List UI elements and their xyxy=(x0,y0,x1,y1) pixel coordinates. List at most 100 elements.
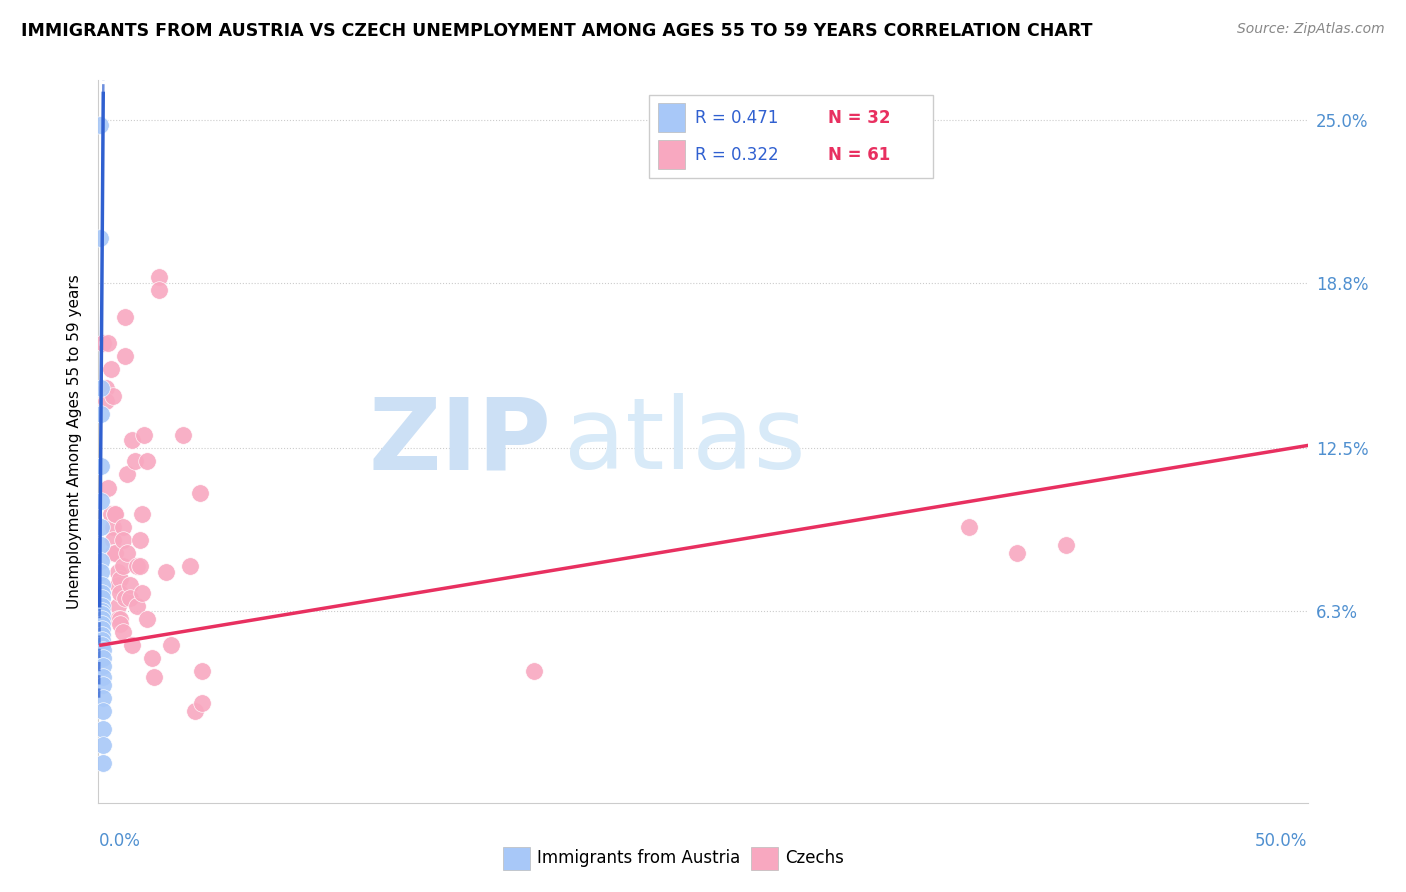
Point xyxy=(91,632,114,647)
FancyBboxPatch shape xyxy=(648,95,932,178)
Point xyxy=(90,493,112,508)
Point xyxy=(91,638,114,652)
Point xyxy=(131,585,153,599)
Point xyxy=(90,599,112,613)
Point xyxy=(94,381,117,395)
Point xyxy=(97,481,120,495)
Point xyxy=(91,623,114,637)
Point xyxy=(91,643,114,657)
Y-axis label: Unemployment Among Ages 55 to 59 years: Unemployment Among Ages 55 to 59 years xyxy=(66,274,82,609)
Point xyxy=(90,407,112,421)
Point xyxy=(101,388,124,402)
Point xyxy=(111,520,134,534)
Point xyxy=(128,559,150,574)
Point xyxy=(104,546,127,560)
Point xyxy=(90,520,112,534)
Point xyxy=(91,651,114,665)
Point xyxy=(90,381,112,395)
Bar xyxy=(503,847,530,870)
Point xyxy=(191,696,214,710)
Point xyxy=(91,670,114,684)
Point xyxy=(104,507,127,521)
Point xyxy=(188,485,211,500)
Point xyxy=(91,738,114,752)
Point xyxy=(107,578,129,592)
Point xyxy=(107,565,129,579)
Text: N = 61: N = 61 xyxy=(828,145,890,164)
Point xyxy=(108,585,131,599)
Point xyxy=(91,690,114,705)
Text: IMMIGRANTS FROM AUSTRIA VS CZECH UNEMPLOYMENT AMONG AGES 55 TO 59 YEARS CORRELAT: IMMIGRANTS FROM AUSTRIA VS CZECH UNEMPLO… xyxy=(21,22,1092,40)
Point xyxy=(91,677,114,691)
Point xyxy=(90,565,112,579)
Point xyxy=(191,665,214,679)
Point xyxy=(101,520,124,534)
Point xyxy=(1054,538,1077,552)
Point xyxy=(160,638,183,652)
Point xyxy=(90,591,112,605)
Point xyxy=(127,559,149,574)
Point xyxy=(114,349,136,363)
Point xyxy=(108,573,131,587)
Point xyxy=(91,627,114,641)
Point xyxy=(89,118,111,132)
Point xyxy=(143,670,166,684)
Point xyxy=(172,428,194,442)
Text: ZIP: ZIP xyxy=(368,393,551,490)
Point xyxy=(184,704,207,718)
Point xyxy=(118,591,141,605)
Point xyxy=(117,546,139,560)
Point xyxy=(1007,546,1029,560)
Point xyxy=(179,559,201,574)
Text: Source: ZipAtlas.com: Source: ZipAtlas.com xyxy=(1237,22,1385,37)
Bar xyxy=(658,140,685,169)
Point xyxy=(89,231,111,245)
Point xyxy=(91,607,114,621)
Point xyxy=(90,554,112,568)
Point xyxy=(91,617,114,632)
Text: 50.0%: 50.0% xyxy=(1256,831,1308,850)
Point xyxy=(148,284,170,298)
Point xyxy=(101,533,124,547)
Point xyxy=(91,336,114,351)
Text: 0.0%: 0.0% xyxy=(98,831,141,850)
Point xyxy=(148,270,170,285)
Text: Czechs: Czechs xyxy=(785,849,844,867)
Point xyxy=(111,533,134,547)
Point xyxy=(90,538,112,552)
Point xyxy=(141,651,163,665)
Bar xyxy=(658,103,685,132)
Point xyxy=(114,591,136,605)
Text: R = 0.471: R = 0.471 xyxy=(695,109,778,127)
Bar xyxy=(751,847,778,870)
Point xyxy=(108,617,131,632)
Point xyxy=(97,336,120,351)
Point xyxy=(100,507,122,521)
Point xyxy=(523,665,546,679)
Point xyxy=(90,459,112,474)
Point xyxy=(90,585,112,599)
Point xyxy=(957,520,980,534)
Point xyxy=(91,704,114,718)
Point xyxy=(100,362,122,376)
Point xyxy=(91,612,114,626)
Point xyxy=(127,599,149,613)
Point xyxy=(134,428,156,442)
Text: N = 32: N = 32 xyxy=(828,109,890,127)
Point xyxy=(117,467,139,482)
Text: atlas: atlas xyxy=(564,393,806,490)
Point xyxy=(118,578,141,592)
Point xyxy=(135,612,157,626)
Text: R = 0.322: R = 0.322 xyxy=(695,145,778,164)
Point xyxy=(91,659,114,673)
Point xyxy=(107,612,129,626)
Point xyxy=(114,310,136,324)
Point xyxy=(111,625,134,640)
Point xyxy=(124,454,146,468)
Point xyxy=(121,434,143,448)
Point xyxy=(111,559,134,574)
Point xyxy=(121,638,143,652)
Point xyxy=(91,604,114,618)
Point xyxy=(131,507,153,521)
Point xyxy=(94,393,117,408)
